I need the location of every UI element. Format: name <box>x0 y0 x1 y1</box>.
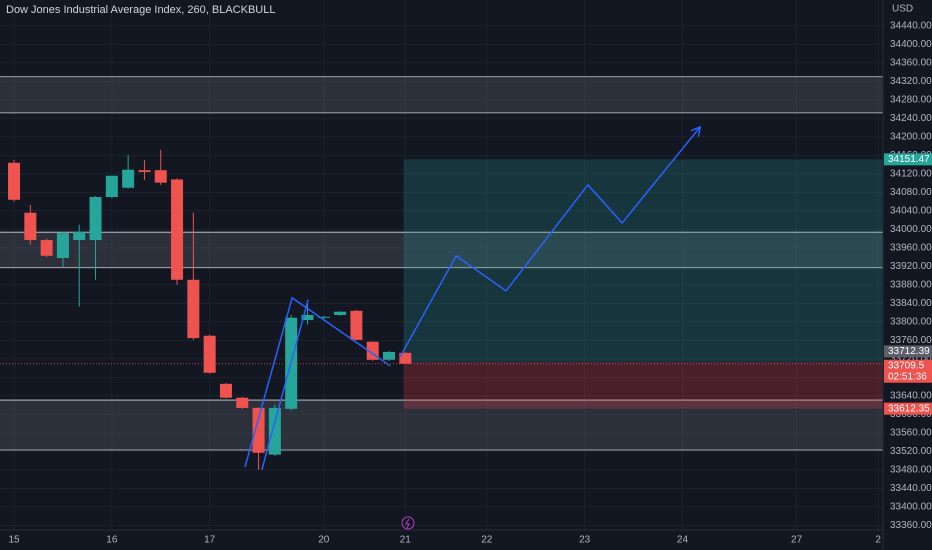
y-tick-label: 33480.00 <box>890 465 932 476</box>
y-tick-label: 33640.00 <box>890 391 932 402</box>
y-tick-label: 34240.00 <box>890 113 932 124</box>
y-tick-label: 33520.00 <box>890 446 932 457</box>
price-tag-label: 33612.35 <box>888 403 930 414</box>
y-tick-label: 34440.00 <box>890 21 932 32</box>
y-tick-label: 34120.00 <box>890 169 932 180</box>
candle-body <box>301 314 314 321</box>
plot <box>0 76 883 471</box>
candle-body <box>203 335 216 373</box>
candle-body <box>89 197 102 241</box>
y-tick-label: 33920.00 <box>890 261 932 272</box>
trend-drawing <box>261 299 309 471</box>
candle-body <box>399 352 412 364</box>
price-tag-label: 33709.5 <box>888 360 925 371</box>
x-tick-label: 17 <box>204 535 216 546</box>
x-tick-label: 24 <box>677 535 689 546</box>
candle-body <box>154 170 167 183</box>
currency: USD <box>892 4 913 15</box>
x-tick-label: 2 <box>875 535 881 546</box>
countdown: 02:51:36 <box>888 371 927 382</box>
y-tick-label: 34320.00 <box>890 76 932 87</box>
x-tick-label: 22 <box>481 535 493 546</box>
y-tick-label: 34080.00 <box>890 187 932 198</box>
price-tag <box>884 402 932 415</box>
candle-body <box>8 162 21 200</box>
price-tag-label: 33712.39 <box>888 346 930 357</box>
zone <box>0 232 883 268</box>
x-tick-label: 16 <box>106 535 118 546</box>
y-tick-label: 34280.00 <box>890 95 932 106</box>
grid <box>0 0 883 530</box>
y-tick-label: 33400.00 <box>890 502 932 513</box>
x-tick-label: 27 <box>791 535 803 546</box>
candle-body <box>105 175 118 198</box>
arrow-head <box>690 125 702 137</box>
price-tag <box>884 345 932 358</box>
zone <box>0 400 883 450</box>
x-tick-label: 20 <box>318 535 330 546</box>
candle-body <box>24 212 37 241</box>
icon-bolt[interactable] <box>405 518 410 529</box>
candle-body <box>268 407 281 455</box>
candle-body <box>40 240 53 256</box>
trend-drawing <box>399 126 701 358</box>
candle-body <box>350 310 363 340</box>
x-tick-label: 23 <box>579 535 591 546</box>
y-tick-label: 33760.00 <box>890 335 932 346</box>
price-tag <box>884 153 932 166</box>
y-tick-label: 34040.00 <box>890 206 932 217</box>
y-tick-label: 34200.00 <box>890 132 932 143</box>
y-tick-label: 34360.00 <box>890 58 932 69</box>
zone <box>0 76 883 113</box>
candle-body <box>73 231 86 241</box>
candle-body <box>236 397 249 408</box>
candle-body <box>334 311 347 315</box>
y-tick-label: 33440.00 <box>890 483 932 494</box>
candle-body <box>187 279 200 339</box>
y-tick-label: 33360.00 <box>890 520 932 531</box>
y-tick-label: 33960.00 <box>890 243 932 254</box>
candle-body <box>171 179 184 280</box>
icon-circle[interactable] <box>401 516 415 530</box>
candle-body <box>122 169 135 188</box>
x-tick-label: 21 <box>400 535 412 546</box>
candle-body <box>252 407 265 453</box>
price-tag-label: 34151.47 <box>888 154 930 165</box>
y-tick-label: 33560.00 <box>890 428 932 439</box>
y-tick-label: 34400.00 <box>890 39 932 50</box>
replay-icon[interactable] <box>401 516 415 530</box>
y-tick-label: 33880.00 <box>890 280 932 291</box>
price-tag <box>884 359 932 383</box>
candle-body <box>219 383 232 398</box>
candle-body <box>138 170 151 173</box>
trend-drawing <box>244 296 391 468</box>
y-tick-label: 34000.00 <box>890 224 932 235</box>
y-tick-label: 33800.00 <box>890 317 932 328</box>
candle-body <box>383 351 396 360</box>
y-tick-label: 33720.00 <box>890 354 932 365</box>
chart-title: Dow Jones Industrial Average Index, 260,… <box>6 4 275 16</box>
stop-zone <box>403 362 883 409</box>
y-tick-label: 33840.00 <box>890 298 932 309</box>
candle-body <box>56 233 69 259</box>
candle-body <box>317 316 330 318</box>
target-zone <box>403 159 883 363</box>
x-tick-label: 15 <box>8 535 20 546</box>
